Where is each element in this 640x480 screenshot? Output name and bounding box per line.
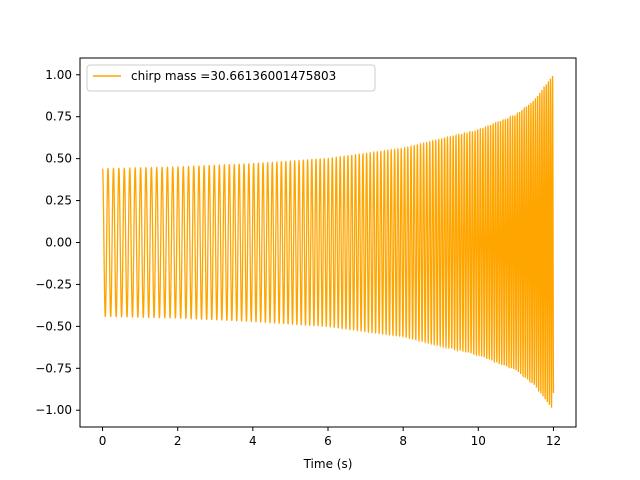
legend-label: chirp mass =30.66136001475803 xyxy=(131,69,336,83)
waveform-series xyxy=(101,75,555,408)
y-axis: −1.00 −0.75 −0.50 −0.25 0.00 0.25 0.50 0.75 1.00 xyxy=(35,68,80,417)
x-axis-label: Time (s) xyxy=(303,457,353,471)
y-tick-label: −0.50 xyxy=(35,319,72,333)
series-line xyxy=(101,75,555,408)
y-tick-label: 0.25 xyxy=(45,194,72,208)
legend: chirp mass =30.66136001475803 xyxy=(86,64,376,92)
y-tick-label: −0.25 xyxy=(35,277,72,291)
x-tick-label: 4 xyxy=(249,434,257,448)
x-tick-label: 10 xyxy=(471,434,486,448)
x-tick-label: 0 xyxy=(99,434,107,448)
y-tick-label: 0.50 xyxy=(45,152,72,166)
y-tick-label: −0.75 xyxy=(35,361,72,375)
y-tick-label: 0.00 xyxy=(45,236,72,250)
y-tick-label: 1.00 xyxy=(45,68,72,82)
y-tick-label: 0.75 xyxy=(45,110,72,124)
x-tick-label: 8 xyxy=(399,434,407,448)
x-axis: 0 2 4 6 8 10 12 xyxy=(99,427,561,448)
legend-box xyxy=(86,64,376,92)
x-tick-label: 6 xyxy=(324,434,332,448)
y-tick-label: −1.00 xyxy=(35,403,72,417)
x-tick-label: 2 xyxy=(174,434,182,448)
x-tick-label: 12 xyxy=(546,434,561,448)
